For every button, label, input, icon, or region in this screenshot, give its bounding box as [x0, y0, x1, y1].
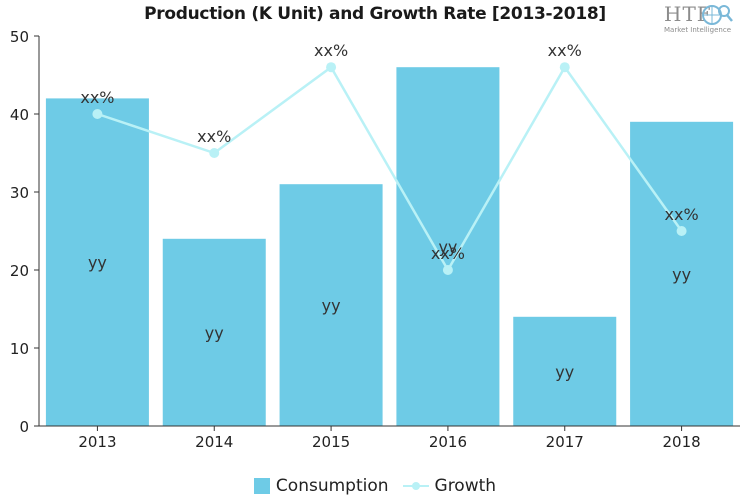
legend-item-consumption[interactable]: Consumption: [253, 476, 389, 496]
y-tick-label-50: 50: [10, 28, 29, 46]
growth-label-2016: xx%: [431, 244, 465, 263]
legend-label-consumption: Consumption: [275, 476, 389, 496]
y-tick-label-10: 10: [10, 340, 29, 358]
chart-title: Production (K Unit) and Growth Rate [201…: [144, 4, 606, 24]
growth-point-2014[interactable]: [209, 148, 220, 158]
legend: Consumption Growth: [0, 474, 750, 498]
bar-2017[interactable]: [513, 316, 617, 426]
y-tick-label-20: 20: [10, 262, 29, 280]
x-tick-label-2014: 2014: [195, 433, 233, 451]
bar-2018[interactable]: [630, 121, 734, 427]
growth-line: [97, 64, 683, 273]
growth-point-2017[interactable]: [559, 62, 570, 73]
chart-plot: 0 10 20 30 40 50 2013 2014 2015 2016 2017 2018 yy yy…: [10, 28, 740, 451]
bar-label-2016: yy: [438, 238, 457, 257]
x-tick-label-2015: 2015: [312, 433, 350, 451]
bar-2013[interactable]: [45, 98, 149, 427]
htf-logo: HTF Market Intelligence: [660, 2, 736, 36]
growth-label-2014: xx%: [197, 127, 231, 146]
growth-label-2013: xx%: [80, 88, 114, 107]
bar-2014[interactable]: [162, 238, 266, 426]
growth-point-2016[interactable]: [442, 265, 453, 275]
growth-label-2017: xx%: [548, 41, 582, 60]
logo-subtext: Market Intelligence: [664, 26, 732, 34]
globe-icon: [702, 5, 733, 25]
x-tick-label-2016: 2016: [429, 433, 467, 451]
bar-2015[interactable]: [279, 184, 383, 426]
bar-label-2015: yy: [322, 296, 341, 315]
x-tick-label-2013: 2013: [78, 433, 116, 451]
legend-swatch-consumption: [253, 478, 270, 494]
legend-item-growth[interactable]: Growth: [402, 476, 497, 496]
growth-point-2013[interactable]: [92, 109, 103, 119]
y-tick-label-40: 40: [10, 106, 29, 124]
growth-point-2018[interactable]: [676, 226, 687, 236]
bar-label-2018: yy: [672, 265, 691, 284]
x-tick-label-2017: 2017: [546, 433, 584, 451]
bar-2016[interactable]: [396, 67, 500, 426]
growth-point-2015[interactable]: [326, 62, 337, 73]
x-tick-label-2018: 2018: [662, 433, 700, 451]
growth-label-2018: xx%: [665, 205, 699, 224]
bar-label-2014: yy: [205, 323, 224, 342]
y-tick-label-30: 30: [10, 184, 29, 202]
legend-swatch-growth: [402, 480, 429, 492]
growth-label-2015: xx%: [314, 41, 348, 60]
bar-label-2017: yy: [555, 362, 574, 381]
bar-label-2013: yy: [88, 253, 107, 272]
legend-label-growth: Growth: [434, 476, 497, 496]
y-tick-label-0: 0: [19, 418, 29, 436]
